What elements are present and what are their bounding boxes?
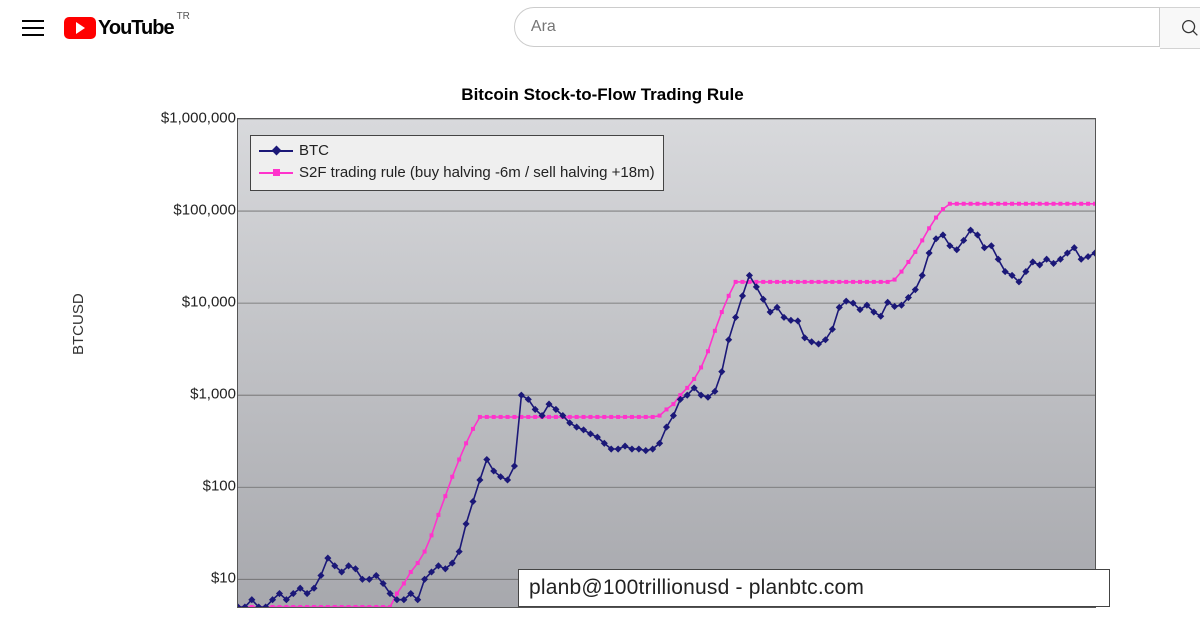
y-tick-label: $100 (203, 478, 236, 495)
youtube-logo[interactable]: YouTube TR (64, 17, 190, 40)
search-button[interactable] (1160, 7, 1200, 49)
header: YouTube TR (0, 0, 1200, 56)
y-tick-label: $10,000 (182, 294, 236, 311)
youtube-play-icon (64, 17, 96, 39)
search-input[interactable] (514, 7, 1160, 47)
legend-item-s2f: S2F trading rule (buy halving -6m / sell… (259, 162, 655, 184)
legend-label: S2F trading rule (buy halving -6m / sell… (299, 162, 655, 184)
search-icon (1179, 17, 1200, 39)
youtube-logo-text: YouTube (98, 17, 174, 40)
y-axis-label: BTCUSD (70, 293, 87, 355)
y-tick-label: $100,000 (173, 202, 236, 219)
chart-container: Bitcoin Stock-to-Flow Trading Rule BTCUS… (70, 85, 1135, 632)
chart-plot-area: planb@100trillionusd - planbtc.com (237, 118, 1096, 608)
y-tick-label: $1,000,000 (161, 110, 236, 127)
chart-title: Bitcoin Stock-to-Flow Trading Rule (70, 85, 1135, 105)
chart-watermark: planb@100trillionusd - planbtc.com (518, 569, 1110, 607)
chart-svg (238, 119, 1095, 607)
legend-label: BTC (299, 140, 329, 162)
y-tick-label: $1,000 (190, 386, 236, 403)
search-bar (514, 7, 1200, 49)
chart-legend: BTC S2F trading rule (buy halving -6m / … (250, 135, 664, 191)
legend-item-btc: BTC (259, 140, 655, 162)
region-code: TR (177, 11, 190, 22)
y-tick-label: $10 (211, 570, 236, 587)
menu-icon[interactable] (16, 10, 50, 46)
